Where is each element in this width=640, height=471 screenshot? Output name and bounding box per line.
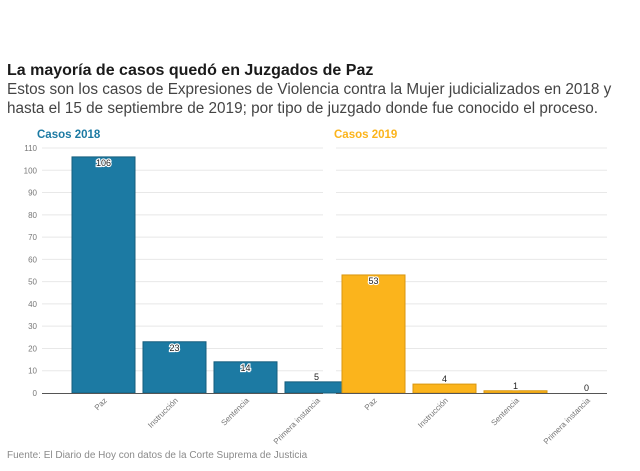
source-note: Fuente: El Diario de Hoy con datos de la…: [7, 450, 308, 461]
y-tick-label: 10: [28, 367, 37, 376]
y-tick-label: 90: [28, 189, 37, 198]
category-label: Primera instancia: [272, 396, 322, 446]
panel-title-2: Casos 2019: [334, 129, 397, 141]
category-label: Paz: [363, 396, 379, 412]
y-tick-label: 80: [28, 211, 37, 220]
y-tick-label: 60: [28, 255, 37, 264]
y-tick-label: 0: [33, 389, 38, 398]
bar-value-label: 1: [513, 381, 518, 391]
bar-2-1: [341, 274, 406, 394]
bar-value-label: 14: [240, 363, 250, 373]
bar-value-label: 106: [96, 158, 111, 168]
category-label: Sentencia: [219, 396, 251, 428]
category-label: Sentencia: [489, 396, 521, 428]
category-label: Instrucción: [416, 396, 450, 430]
bar-value-label: 53: [368, 276, 378, 286]
category-label: Paz: [93, 396, 109, 412]
chart-title: La mayoría de casos quedó en Juzgados de…: [7, 62, 374, 79]
bar-value-label: 0: [584, 383, 589, 393]
bar-1-1: [71, 156, 136, 394]
y-tick-label: 100: [24, 166, 38, 175]
bar-value-label: 23: [169, 343, 179, 353]
y-tick-label: 110: [24, 144, 37, 153]
y-tick-label: 50: [28, 278, 37, 287]
category-label: Instrucción: [146, 396, 180, 430]
bar-2-2: [412, 383, 477, 394]
bar-value-label: 4: [442, 374, 447, 384]
y-tick-label: 30: [28, 322, 37, 331]
bar-value-label: 5: [314, 372, 319, 382]
chart-subtitle: Estos son los casos de Expresiones de Vi…: [7, 81, 612, 117]
y-tick-label: 20: [28, 344, 37, 353]
y-tick-label: 70: [28, 233, 37, 242]
y-tick-label: 40: [28, 300, 37, 309]
category-label: Primera instancia: [542, 396, 592, 446]
bar-1-4: [284, 381, 349, 394]
bar-2-3: [483, 390, 548, 394]
panel-title-1: Casos 2018: [37, 129, 101, 141]
